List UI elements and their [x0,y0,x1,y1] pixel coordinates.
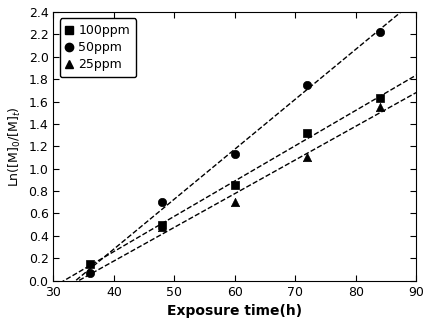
Point [231,200,238,205]
Legend: 100ppm, 50ppm, 25ppm: 100ppm, 50ppm, 25ppm [60,18,136,77]
Point [86,261,93,266]
Point [158,222,165,227]
Point [231,183,238,188]
Point [375,105,382,110]
Point [86,270,93,275]
Point [375,96,382,101]
Point [231,151,238,157]
Y-axis label: Ln([M]$_0$/[M]$_t$): Ln([M]$_0$/[M]$_t$) [7,106,23,187]
X-axis label: Exposure time(h): Exposure time(h) [167,304,302,318]
Point [303,155,310,160]
Point [158,200,165,205]
Point [158,224,165,229]
Point [303,130,310,136]
Point [303,82,310,87]
Point [375,30,382,35]
